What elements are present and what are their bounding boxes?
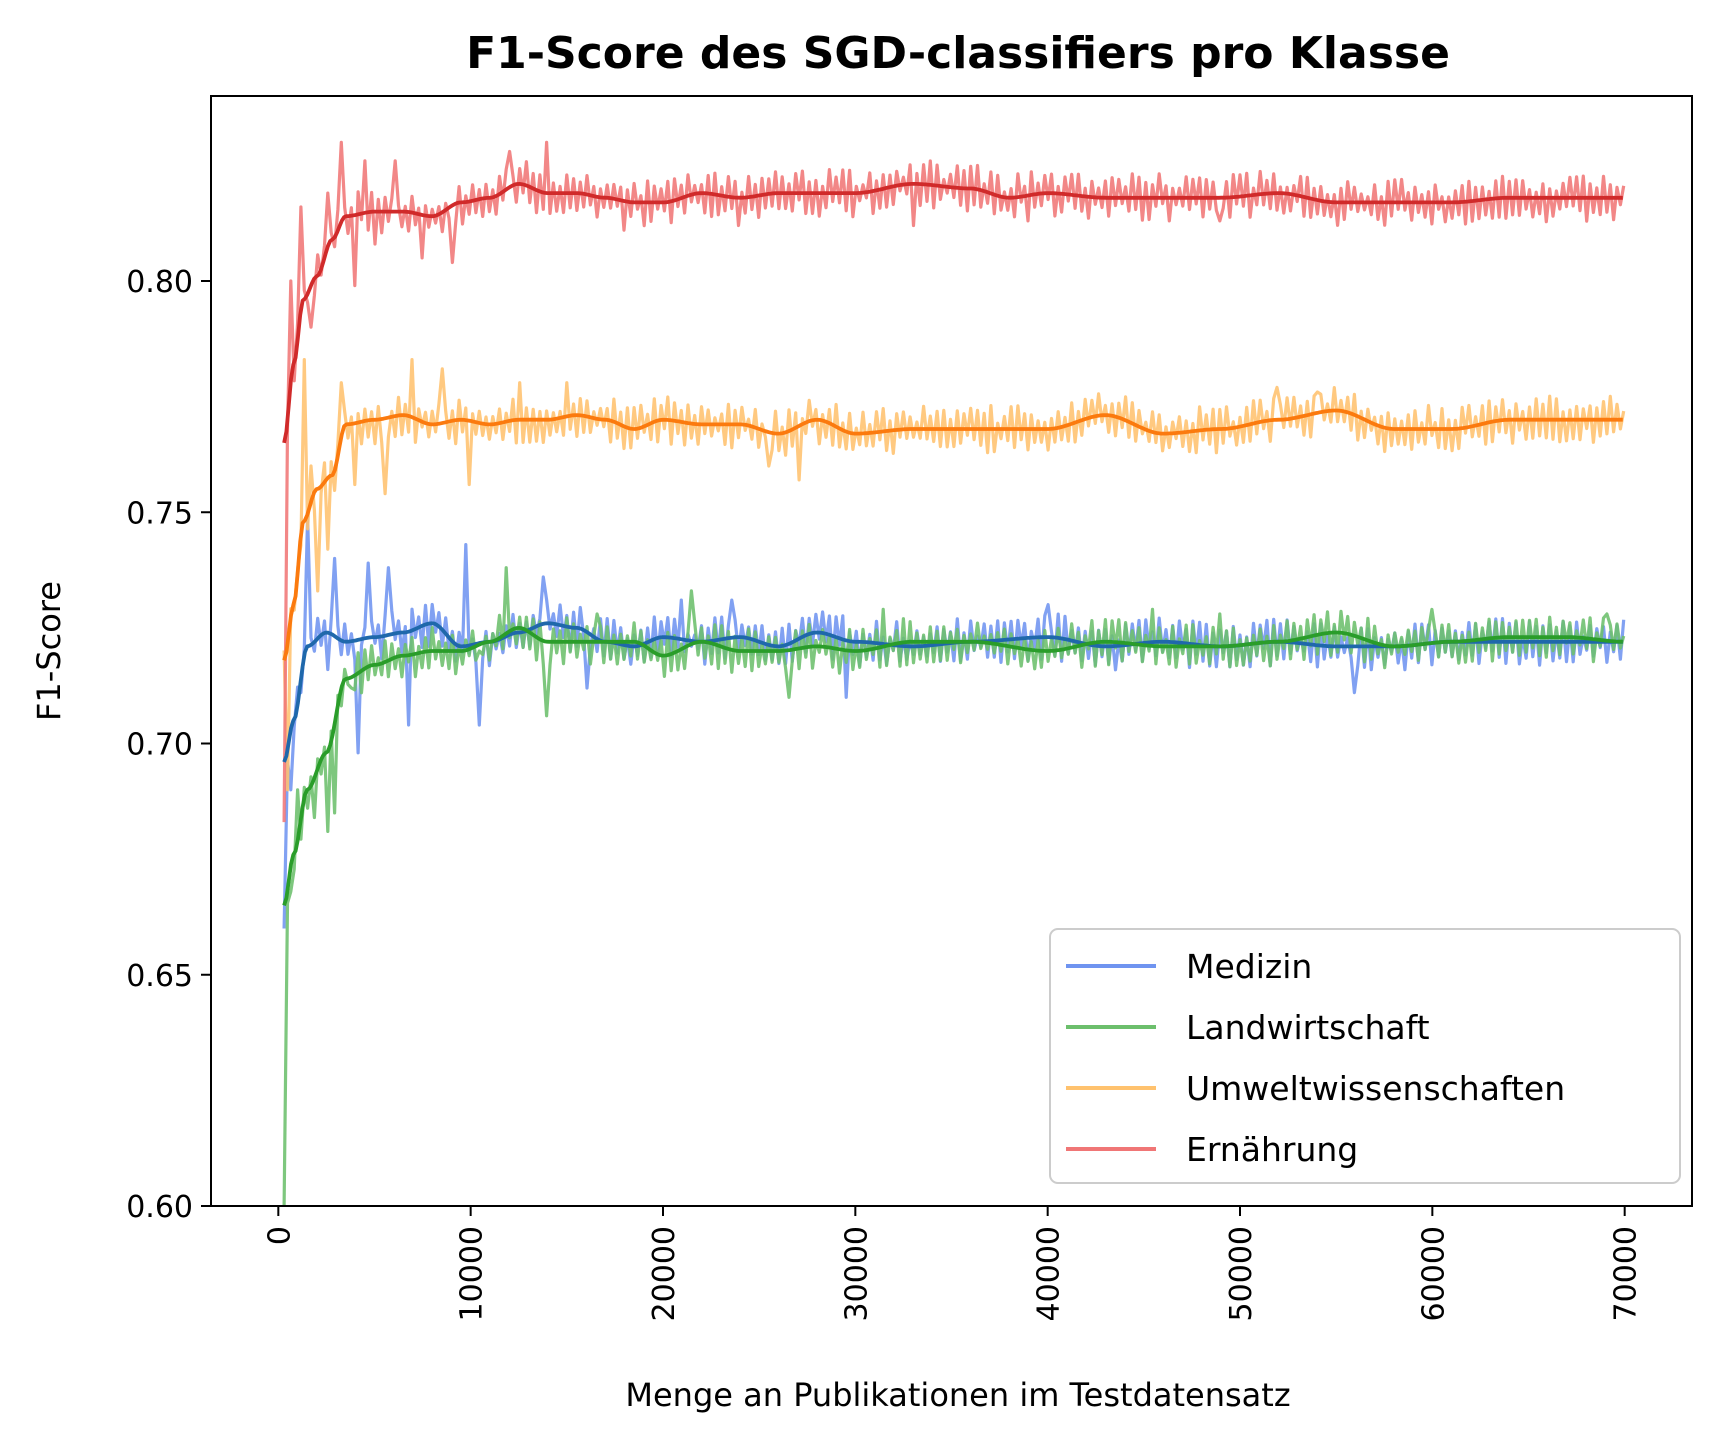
x-axis-label: Menge an Publikationen im Testdatensatz	[625, 1376, 1290, 1414]
chart-title: F1-Score des SGD-classifiers pro Klasse	[466, 28, 1450, 79]
legend-entry-0: Medizin	[1186, 947, 1312, 986]
y-tick-label: 0.80	[126, 265, 193, 300]
y-axis-label: F1-Score	[30, 581, 68, 721]
x-tick-label: 20000	[647, 1226, 682, 1321]
y-axis: 0.60 0.65 0.70 0.75 0.80	[126, 265, 211, 1225]
x-tick-label: 50000	[1224, 1226, 1259, 1321]
x-tick-label: 30000	[839, 1226, 874, 1321]
series-layer	[282, 140, 1626, 1206]
legend-entry-1: Landwirtschaft	[1186, 1008, 1430, 1047]
series-line-smooth-1	[282, 626, 1623, 906]
y-tick-label: 0.75	[126, 496, 193, 531]
plot-frame	[210, 95, 1693, 1207]
y-tick-label: 0.70	[126, 728, 193, 763]
series-line-raw-1	[282, 566, 1626, 1206]
legend-entry-2: Umweltwissenschaften	[1186, 1069, 1565, 1108]
x-tick-label: 60000	[1416, 1226, 1451, 1321]
x-tick-label: 40000	[1032, 1226, 1067, 1321]
x-tick-label: 0	[262, 1226, 297, 1245]
legend: Medizin Landwirtschaft Umweltwissenschafte…	[1049, 928, 1681, 1184]
series-line-smooth-2	[282, 408, 1623, 661]
series-line-smooth-3	[282, 182, 1623, 444]
x-axis: 0 10000 20000 30000 40000 50000 60000 70000	[262, 1206, 1644, 1321]
x-tick-label: 70000	[1609, 1226, 1644, 1321]
series-line-raw-3	[282, 140, 1626, 823]
y-tick-label: 0.65	[126, 959, 193, 994]
smoothed-lines	[282, 182, 1623, 906]
y-tick-label: 0.60	[126, 1190, 193, 1225]
legend-entry-3: Ernährung	[1186, 1130, 1358, 1169]
x-tick-label: 10000	[455, 1226, 490, 1321]
legend-box	[1049, 928, 1681, 1184]
